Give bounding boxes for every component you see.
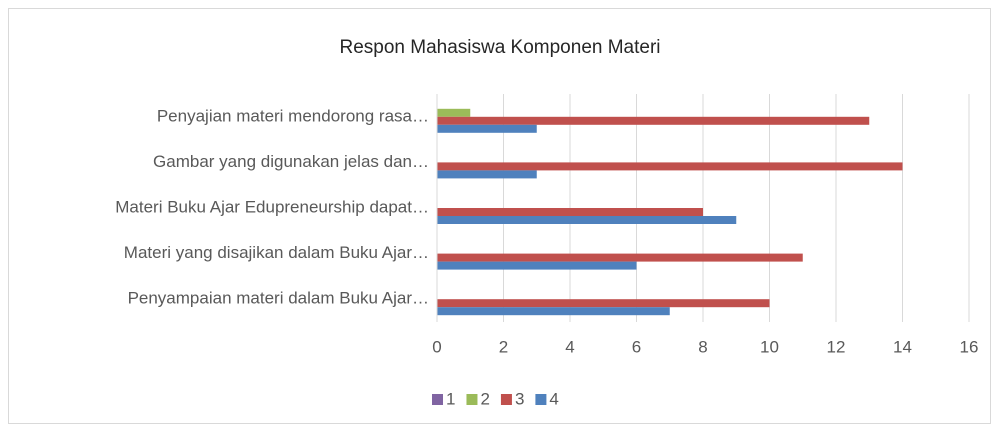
bar (437, 253, 803, 262)
y-tick-label: Penyajian materi mendorong rasa… (157, 106, 429, 125)
x-tick-label: 0 (432, 337, 441, 356)
x-tick-label: 10 (760, 337, 779, 356)
bar (437, 116, 870, 125)
x-tick-label: 6 (632, 337, 641, 356)
x-tick-label: 12 (827, 337, 846, 356)
x-tick-label: 8 (698, 337, 707, 356)
bar (437, 299, 770, 308)
bar (437, 216, 737, 224)
legend-label: 2 (480, 389, 489, 408)
x-tick-label: 4 (565, 337, 574, 356)
x-tick-label: 14 (893, 337, 912, 356)
chart-title: Respon Mahasiswa Komponen Materi (339, 37, 660, 58)
bar (437, 208, 703, 216)
legend-label: 1 (446, 389, 455, 408)
x-tick-label: 16 (960, 337, 979, 356)
legend-label: 4 (549, 389, 558, 408)
y-tick-label: Materi Buku Ajar Edupreneurship dapat… (115, 197, 429, 216)
y-tick-label: Penyampaian materi dalam Buku Ajar… (128, 289, 429, 308)
bar (437, 124, 537, 133)
legend-swatch (432, 394, 443, 405)
bar (437, 162, 903, 171)
y-tick-label: Gambar yang digunakan jelas dan… (153, 152, 429, 171)
bar (437, 261, 637, 270)
bar (437, 307, 670, 316)
bar (437, 170, 537, 179)
bar (437, 108, 471, 117)
legend-swatch (500, 394, 512, 405)
x-tick-label: 2 (499, 337, 508, 356)
legend-label: 3 (515, 389, 524, 408)
legend-swatch (535, 394, 547, 405)
y-tick-label: Materi yang disajikan dalam Buku Ajar… (124, 243, 429, 262)
legend-swatch (466, 394, 478, 405)
